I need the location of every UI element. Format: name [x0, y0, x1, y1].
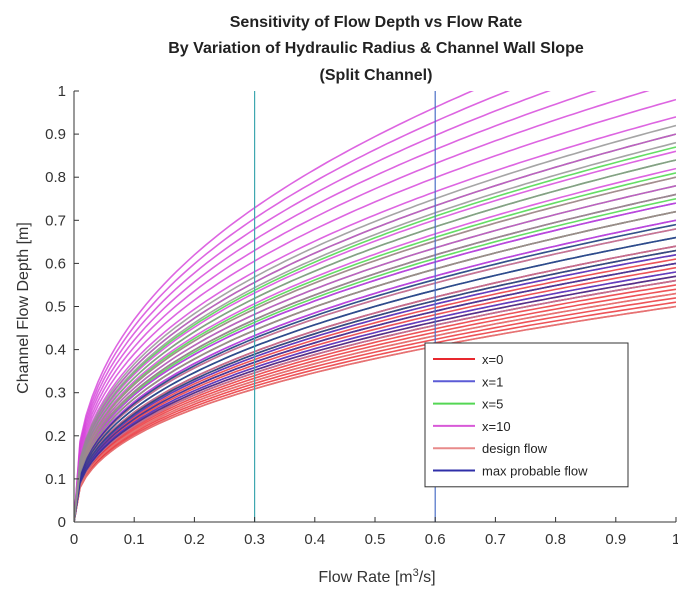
curve-s3-4 — [74, 150, 676, 522]
legend-label: x=1 — [482, 374, 503, 389]
chart-title: Sensitivity of Flow Depth vs Flow Rate B… — [168, 14, 584, 84]
curve-s4-1 — [74, 292, 676, 522]
curve-s3-0 — [74, 219, 676, 522]
curve-s6-2 — [74, 176, 676, 522]
curve-s0-4 — [74, 288, 676, 522]
x-tick-label: 0.5 — [365, 531, 386, 548]
axes: 0 0.1 0.2 0.3 0.4 0.5 0.6 0.7 0.8 0.9 1 0 0.1 0.2 0.3 0… — [45, 83, 678, 548]
title-line-1: Sensitivity of Flow Depth vs Flow Rate — [230, 14, 523, 31]
curve-s3-1 — [74, 202, 676, 522]
curve-s4-2 — [74, 279, 676, 522]
plot-area — [74, 91, 676, 522]
y-tick-label: 0.7 — [45, 212, 66, 229]
curve-s5-4 — [74, 223, 676, 522]
title-line-3: (Split Channel) — [320, 67, 433, 84]
curve-s3-5 — [74, 133, 676, 522]
curve-s2-4 — [74, 198, 676, 522]
legend-label: x=0 — [482, 352, 503, 367]
y-tick-label: 1 — [58, 83, 66, 100]
y-tick-label: 0.2 — [45, 428, 66, 445]
x-axis-label: Flow Rate [m3/s] — [318, 567, 435, 586]
curve-s1-1 — [74, 271, 676, 522]
x-tick-label: 0.2 — [184, 531, 205, 548]
x-tick-label: 0.4 — [304, 531, 325, 548]
legend-label: x=5 — [482, 397, 503, 412]
x-tick-label: 0.1 — [124, 531, 145, 548]
curve-s6-5 — [74, 124, 676, 522]
x-tick-label: 0.6 — [425, 531, 446, 548]
curve-s5-3 — [74, 236, 676, 522]
curve-s3-2 — [74, 185, 676, 522]
curve-s6-1 — [74, 193, 676, 522]
curve-s5-2 — [74, 249, 676, 522]
curve-s4-0 — [74, 305, 676, 522]
curve-s0-2 — [74, 297, 676, 522]
curve-s4-5 — [74, 228, 676, 522]
curve-s3-10 — [74, 91, 551, 522]
curve-s0-9 — [74, 266, 676, 522]
curve-s3-12 — [74, 91, 475, 522]
curve-s2-8 — [74, 146, 676, 522]
x-tick-label: 0.9 — [605, 531, 626, 548]
curve-s2-6 — [74, 172, 676, 522]
curve-s3-7 — [74, 98, 676, 522]
legend-label: x=10 — [482, 419, 511, 434]
curve-s0-11 — [74, 258, 676, 522]
y-tick-label: 0.4 — [45, 342, 66, 359]
y-tick-label: 0.1 — [45, 471, 66, 488]
title-line-2: By Variation of Hydraulic Radius & Chann… — [168, 40, 584, 57]
legend-label: design flow — [482, 441, 548, 456]
y-tick-label: 0.6 — [45, 255, 66, 272]
curve-s0-5 — [74, 284, 676, 522]
y-axis-label: Channel Flow Depth [m] — [15, 222, 32, 394]
curve-s1-3 — [74, 254, 676, 522]
x-tick-label: 0.3 — [244, 531, 265, 548]
y-tick-label: 0.3 — [45, 385, 66, 402]
curve-s3-8 — [74, 91, 650, 522]
y-tick-label: 0.8 — [45, 169, 66, 186]
curve-s6-4 — [74, 141, 676, 522]
curve-s0-1 — [74, 301, 676, 522]
curve-s6-3 — [74, 159, 676, 522]
curve-s5-1 — [74, 262, 676, 522]
legend-box — [424, 342, 629, 488]
x-tick-label: 0.8 — [545, 531, 566, 548]
curve-s3-6 — [74, 116, 676, 522]
legend: x=0 x=1 x=5 x=10 design flow max probable flo… — [424, 342, 629, 488]
y-tick-label: 0.9 — [45, 126, 66, 143]
curve-s3-11 — [74, 91, 511, 522]
legend-label: max probable flow — [482, 464, 588, 479]
y-tick-label: 0.5 — [45, 299, 66, 316]
y-tick-label: 0 — [58, 514, 66, 531]
curve-s3-3 — [74, 167, 676, 522]
x-tick-label: 0 — [70, 531, 78, 548]
curve-s4-4 — [74, 245, 676, 522]
x-tick-label: 0.7 — [485, 531, 506, 548]
curve-s5-0 — [74, 275, 676, 522]
curve-s6-0 — [74, 210, 676, 522]
curve-s3-9 — [74, 91, 597, 522]
x-tick-label: 1 — [672, 531, 678, 548]
